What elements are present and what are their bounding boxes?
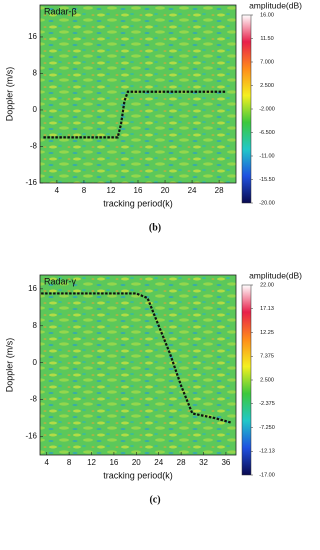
y-axis-label: Doppler (m/s) [4, 338, 14, 393]
x-tick-label: 4 [55, 186, 60, 195]
x-tick-label: 28 [215, 186, 224, 195]
y-tick-label: 8 [33, 321, 38, 330]
x-axis-label: tracking period(k) [103, 198, 173, 208]
colorbar-tick-label: 16.00 [260, 12, 274, 18]
colorbar [241, 14, 252, 204]
x-tick-label: 28 [177, 458, 186, 467]
heatmap-field [40, 5, 236, 183]
x-tick-label: 8 [67, 458, 72, 467]
x-tick-label: 12 [107, 186, 116, 195]
colorbar-title: amplitude(dB) [249, 270, 302, 280]
x-axis-label: tracking period(k) [103, 470, 173, 480]
colorbar-tick-label: -7.250 [259, 425, 275, 431]
colorbar-tick-label: -15.50 [259, 177, 275, 183]
colorbar-tick-label: -11.00 [259, 153, 274, 159]
colorbar-title: amplitude(dB) [249, 0, 302, 10]
x-tick-label: 20 [132, 458, 141, 467]
plot-title: Radar-β [44, 6, 77, 16]
x-tick-label: 20 [161, 186, 170, 195]
colorbar-tick-label: -2.000 [259, 106, 275, 112]
x-tick-label: 8 [82, 186, 87, 195]
colorbar-tick-label: 11.50 [260, 36, 273, 42]
track-line [41, 292, 232, 424]
colorbar-tick-label: 2.500 [260, 83, 274, 89]
y-tick-label: 16 [28, 32, 37, 41]
colorbar-tick-label: 7.000 [260, 59, 274, 65]
x-tick-label: 36 [221, 458, 230, 467]
colorbar-tick-label: 2.500 [260, 377, 274, 383]
caption: (b) [149, 222, 161, 233]
y-tick-label: -16 [25, 178, 37, 187]
colorbar-tick-label: -20.00 [259, 200, 275, 206]
plot-title: Radar-γ [44, 276, 77, 286]
y-tick-label: -8 [30, 142, 38, 151]
colorbar-tick-label: 12.25 [260, 330, 274, 336]
figure: Radar-β -16 -8 0 8 16 4 8 12 16 20 24 28 tracking per… [4, 0, 302, 505]
plot-frame [39, 274, 237, 456]
colorbar-tick-label: -17.00 [259, 472, 275, 478]
colorbar-tick-label: 22.00 [260, 282, 274, 288]
x-tick-label: 24 [188, 186, 197, 195]
colorbar-tick-label: 7.375 [260, 354, 274, 360]
x-tick-label: 16 [134, 186, 143, 195]
colorbar-tick-label: -2.375 [259, 401, 275, 407]
x-tick-label: 32 [199, 458, 208, 467]
colorbar-tick-label: -12.13 [259, 449, 275, 455]
heatmap-field [40, 275, 236, 455]
y-tick-label: 0 [33, 105, 38, 114]
colorbar-tick-label: -6.500 [259, 130, 275, 136]
y-tick-label: 16 [28, 284, 37, 293]
x-tick-label: 12 [87, 458, 96, 467]
colorbar-tick-label: 17.13 [260, 306, 274, 312]
colorbar [241, 284, 252, 476]
y-tick-label: -8 [30, 395, 38, 404]
x-tick-label: 24 [154, 458, 163, 467]
track-line [43, 90, 226, 139]
y-tick-label: 8 [33, 69, 38, 78]
x-tick-label: 16 [109, 458, 118, 467]
caption: (c) [149, 494, 160, 505]
y-tick-label: -16 [25, 432, 37, 441]
x-tick-label: 4 [44, 458, 49, 467]
y-axis-label: Doppler (m/s) [4, 67, 14, 122]
y-tick-label: 0 [33, 358, 38, 367]
